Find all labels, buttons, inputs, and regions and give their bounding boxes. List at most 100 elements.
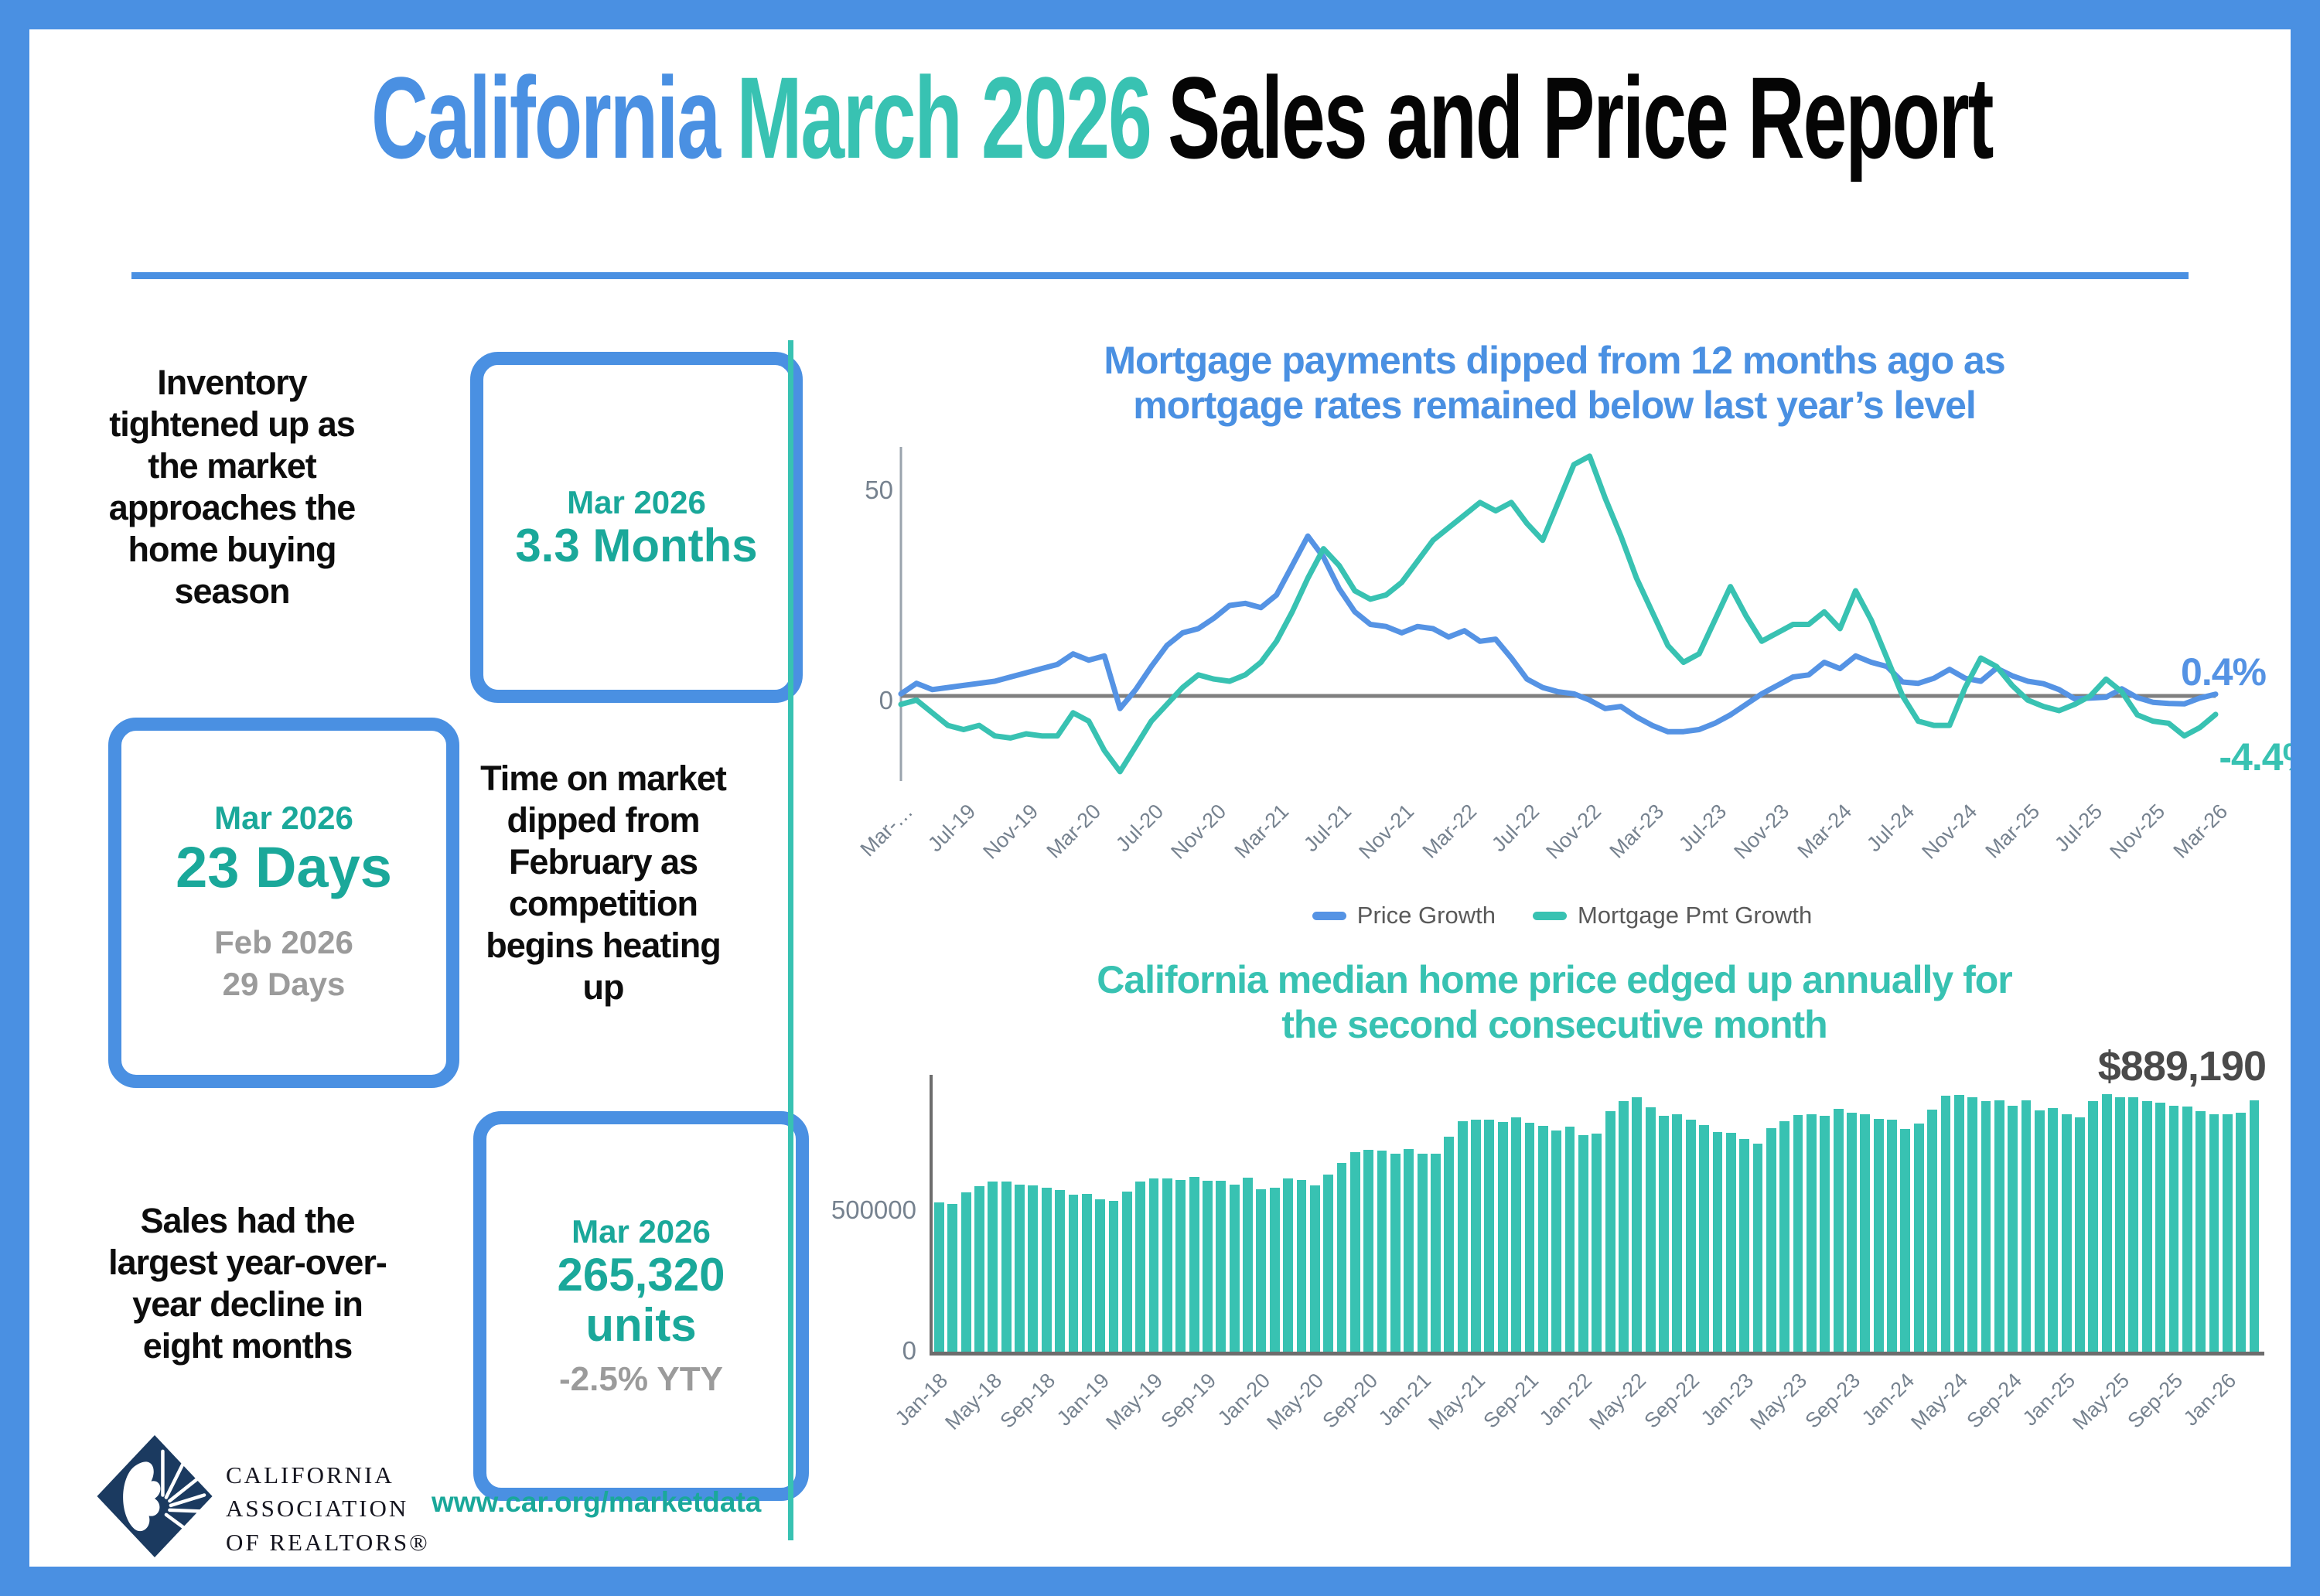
bar-chart-title-line1: California median home price edged up an… <box>1097 958 2013 1001</box>
bar-Aug-19 <box>1189 1177 1199 1352</box>
line-chart <box>898 447 2219 781</box>
bar-Sep-18 <box>1041 1188 1052 1352</box>
bar-Apr-20 <box>1296 1180 1307 1352</box>
bar-Jan-25 <box>2061 1114 2072 1352</box>
bar-Dec-18 <box>1081 1194 1092 1352</box>
bar-Apr-24 <box>1940 1096 1951 1352</box>
bar-Feb-20 <box>1269 1188 1280 1352</box>
line-ytick-50: 50 <box>865 476 893 504</box>
prev-period: Feb 2026 <box>214 923 353 960</box>
bar-Aug-21 <box>1511 1117 1522 1352</box>
bar-Jan-24 <box>1900 1128 1911 1352</box>
bar-May-18 <box>988 1182 998 1352</box>
bar-May-22 <box>1632 1097 1643 1352</box>
title-part-report: Sales and Price Report <box>1168 53 1994 182</box>
bar-Nov-20 <box>1390 1154 1401 1352</box>
bar-Jul-23 <box>1820 1116 1830 1352</box>
bar-Sep-24 <box>2008 1106 2018 1352</box>
bar-Dec-23 <box>1887 1120 1897 1352</box>
bar-Oct-25 <box>2182 1107 2192 1352</box>
bar-Mar-25 <box>2088 1101 2099 1352</box>
sales-units-box: Mar 2026 265,320 units -2.5% YTY <box>473 1111 809 1501</box>
bar-Mar-22 <box>1605 1111 1615 1352</box>
bar-Oct-22 <box>1699 1124 1709 1352</box>
bar-Feb-22 <box>1592 1133 1602 1352</box>
bar-Oct-24 <box>2021 1100 2032 1352</box>
bar-May-23 <box>1793 1115 1803 1352</box>
bar-Jun-19 <box>1162 1178 1172 1352</box>
bar-Jul-24 <box>1981 1100 1991 1352</box>
bar-Sep-25 <box>2168 1105 2179 1352</box>
bar-May-25 <box>2115 1096 2125 1352</box>
bar-Apr-18 <box>974 1186 984 1352</box>
bar-Apr-22 <box>1619 1101 1629 1352</box>
bar-Jan-22 <box>1578 1135 1588 1352</box>
title-part-date: March 2026 <box>736 53 1151 182</box>
price-growth-label: Price Growth <box>1356 902 1496 929</box>
bar-Nov-21 <box>1551 1130 1562 1352</box>
bar-May-19 <box>1148 1178 1159 1352</box>
bar-Apr-19 <box>1135 1181 1146 1352</box>
bar-Dec-21 <box>1564 1126 1575 1352</box>
bar-Oct-20 <box>1377 1150 1387 1352</box>
bar-Jun-18 <box>1001 1181 1012 1352</box>
bar-Sep-23 <box>1847 1113 1857 1352</box>
bar-May-24 <box>1953 1094 1964 1352</box>
bar-Mar-20 <box>1283 1178 1294 1352</box>
bar-Mar-24 <box>1927 1110 1937 1352</box>
bar-Feb-18 <box>947 1203 958 1352</box>
bar-Nov-18 <box>1068 1195 1079 1352</box>
bar-Apr-25 <box>2101 1093 2112 1352</box>
bar-Oct-23 <box>1860 1113 1871 1352</box>
bar-Jul-18 <box>1015 1184 1025 1352</box>
bar-Jan-26 <box>2222 1114 2233 1352</box>
bar-Sep-21 <box>1524 1122 1535 1352</box>
bar-Dec-19 <box>1243 1177 1253 1352</box>
bar-Jul-22 <box>1659 1116 1669 1352</box>
bar-Aug-23 <box>1833 1108 1844 1352</box>
months-supply-value: 3.3 Months <box>515 519 758 571</box>
months-supply-box: Mar 2026 3.3 Months <box>470 352 803 703</box>
sales-text: Sales had the largest year-over-year dec… <box>108 1201 387 1366</box>
logo-line-2: ASSOCIATION <box>226 1495 409 1523</box>
bar-Feb-19 <box>1108 1200 1119 1352</box>
bar-chart-title: California median home price edged up an… <box>820 957 2289 1047</box>
months-supply-period: Mar 2026 <box>567 483 706 520</box>
bar-Oct-18 <box>1055 1189 1065 1352</box>
mortgage-growth-label: Mortgage Pmt Growth <box>1577 902 1813 929</box>
legend-item-price-growth: Price Growth <box>1312 902 1496 929</box>
bar-Sep-22 <box>1685 1119 1696 1352</box>
bar-Aug-25 <box>2155 1102 2165 1352</box>
mortgage-growth-marker <box>1532 911 1567 920</box>
page-title: California March 2026 Sales and Price Repo… <box>371 48 1994 187</box>
bar-Apr-23 <box>1779 1120 1790 1352</box>
bar-Aug-18 <box>1028 1185 1039 1352</box>
bar-Jun-21 <box>1484 1120 1495 1352</box>
bar-Dec-22 <box>1725 1132 1736 1352</box>
bar-Jul-19 <box>1175 1179 1186 1352</box>
logo-line-3: OF REALTORS® <box>226 1528 430 1556</box>
bar-Mar-26 <box>2249 1100 2260 1352</box>
bar-Jun-20 <box>1323 1174 1334 1352</box>
logo-line-1: CALIFORNIA <box>226 1461 394 1489</box>
bar-Sep-20 <box>1363 1150 1374 1352</box>
car-logo-text: CALIFORNIA ASSOCIATION OF REALTORS® <box>226 1458 430 1559</box>
sales-value: 265,320 <box>557 1249 725 1301</box>
bar-Nov-25 <box>2195 1110 2206 1352</box>
bar-Feb-21 <box>1431 1154 1441 1352</box>
bar-Feb-23 <box>1752 1144 1763 1352</box>
bar-ytick-0: 0 <box>902 1336 916 1365</box>
bar-Jun-22 <box>1645 1107 1656 1352</box>
bar-Mar-18 <box>960 1192 971 1352</box>
days-on-market-prev: Feb 2026 29 Days <box>214 922 353 1006</box>
bar-Sep-19 <box>1203 1180 1213 1352</box>
bar-Dec-24 <box>2048 1107 2059 1352</box>
bar-Nov-22 <box>1712 1131 1723 1352</box>
sales-value-units: units <box>585 1299 697 1351</box>
bar-Jul-20 <box>1336 1163 1347 1352</box>
bar-Jul-25 <box>2141 1101 2152 1352</box>
bar-May-20 <box>1309 1185 1320 1352</box>
bar-Jun-25 <box>2128 1096 2139 1352</box>
column-divider <box>788 340 793 1540</box>
